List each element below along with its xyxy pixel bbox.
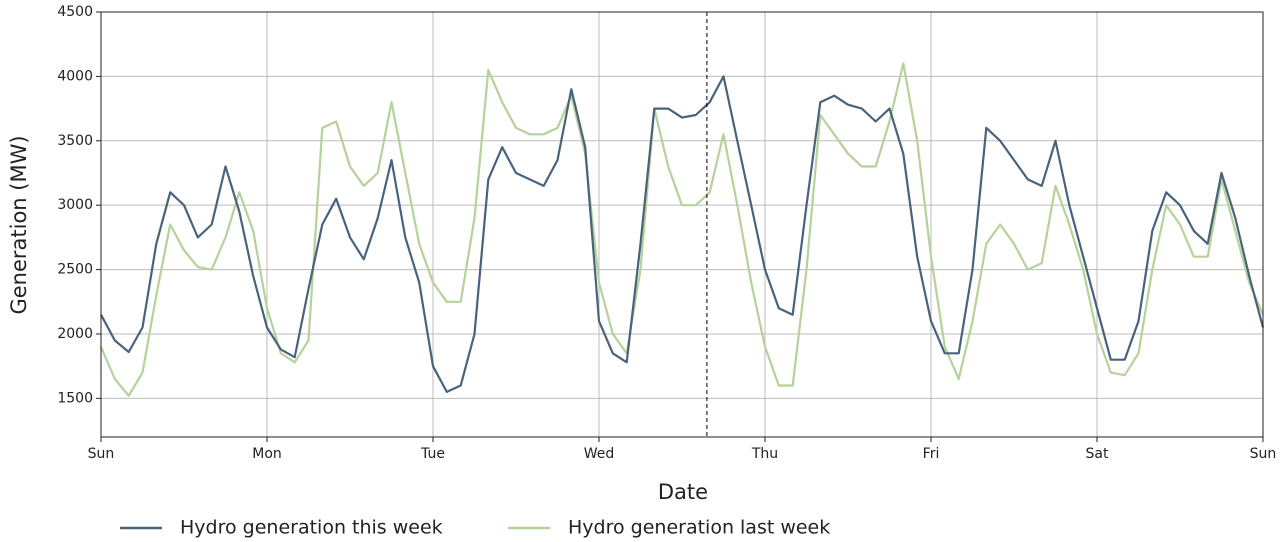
plot-frame (100, 11, 1264, 438)
y-axis-label: Generation (MW) (7, 135, 31, 314)
x-tick-label: Sat (1086, 446, 1109, 462)
x-tick-label: Fri (923, 446, 940, 462)
y-tick-label: 3500 (57, 133, 93, 149)
x-tick-label: Mon (252, 446, 282, 462)
y-tick-label: 4000 (57, 68, 93, 84)
x-tick-label: Thu (751, 446, 778, 462)
y-tick-label: 4500 (57, 4, 93, 20)
legend-label: Hydro generation last week (568, 517, 830, 539)
x-tick-label: Wed (584, 446, 615, 462)
x-tick-label: Sun (1250, 446, 1277, 462)
y-tick-label: 1500 (57, 390, 93, 406)
y-tick-label: 2000 (57, 326, 93, 342)
y-tick-label: 3000 (57, 197, 93, 213)
legend-label: Hydro generation this week (180, 517, 443, 539)
x-axis-label: Date (658, 480, 708, 504)
y-tick-label: 2500 (57, 262, 93, 278)
series-line (99, 62, 1265, 397)
series-line (100, 75, 1265, 393)
x-tick-label: Sun (88, 446, 115, 462)
x-tick-label: Tue (420, 446, 445, 462)
